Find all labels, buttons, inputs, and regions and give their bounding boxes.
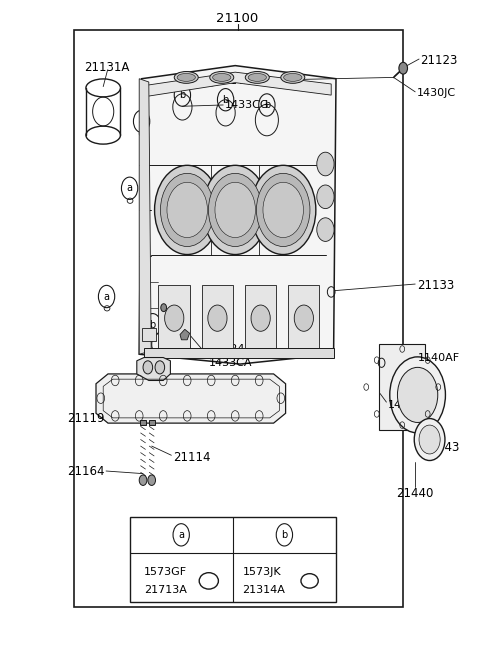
Circle shape [399,62,408,74]
Circle shape [148,475,156,485]
Text: 1573JK: 1573JK [242,567,281,577]
Ellipse shape [174,72,198,83]
Circle shape [160,173,214,247]
Ellipse shape [245,72,269,83]
Circle shape [419,425,440,454]
Text: a: a [139,116,144,127]
Circle shape [317,218,334,241]
Ellipse shape [213,73,231,81]
Bar [140,420,146,425]
Text: a: a [127,183,132,194]
Text: b: b [149,319,156,330]
Ellipse shape [251,305,270,331]
Text: 1430JC: 1430JC [417,88,456,98]
Ellipse shape [281,72,305,83]
Text: 21119: 21119 [67,412,105,425]
Text: 21164: 21164 [67,464,105,478]
Text: b: b [222,94,229,105]
Text: 21123: 21123 [420,54,457,67]
Text: 21100: 21100 [216,12,259,25]
Bar [158,285,190,348]
Text: 21314A: 21314A [242,585,285,595]
Polygon shape [144,348,334,358]
Ellipse shape [208,305,227,331]
Ellipse shape [248,73,266,81]
Circle shape [208,173,262,247]
Bar [74,30,403,607]
Polygon shape [96,374,286,423]
Text: b: b [264,100,270,110]
Bar [245,285,276,348]
Ellipse shape [294,305,313,331]
Polygon shape [146,72,331,96]
Text: 1430JC: 1430JC [388,400,427,411]
Text: a: a [178,530,184,540]
Ellipse shape [177,73,195,81]
Text: b: b [179,90,186,100]
Ellipse shape [165,305,184,331]
Bar [149,420,155,425]
Text: a: a [104,291,109,302]
Bar [142,328,156,341]
Text: 21114: 21114 [173,451,210,464]
Circle shape [215,182,255,237]
Text: 1433CA: 1433CA [209,358,252,368]
Circle shape [143,361,153,374]
Bar [288,285,319,348]
Circle shape [263,182,303,237]
Bar [202,285,233,348]
Ellipse shape [284,73,302,81]
Circle shape [161,304,167,312]
Circle shape [390,357,445,433]
Text: 21131A: 21131A [84,61,130,74]
Ellipse shape [210,72,234,83]
Circle shape [256,173,310,247]
Circle shape [155,165,220,255]
Polygon shape [137,358,170,380]
Bar [130,517,336,602]
Circle shape [167,182,207,237]
Circle shape [317,152,334,176]
Polygon shape [139,66,336,364]
Text: b: b [281,530,288,540]
Polygon shape [180,329,190,340]
Text: b: b [156,339,163,350]
Bar [379,344,425,430]
Text: 21133: 21133 [417,279,454,292]
Circle shape [317,185,334,209]
Text: 21440: 21440 [396,487,434,500]
Polygon shape [139,79,151,354]
Circle shape [251,165,316,255]
Text: 22124A: 22124A [209,344,252,354]
Text: 21713A: 21713A [144,585,187,595]
Text: 21443: 21443 [422,441,460,454]
Circle shape [155,361,165,374]
Text: 1433CG: 1433CG [225,100,269,110]
Circle shape [139,475,147,485]
Circle shape [397,367,438,422]
Circle shape [203,165,268,255]
Text: 1573GF: 1573GF [144,567,187,577]
Circle shape [414,419,445,461]
Text: 1433CE: 1433CE [229,76,272,87]
Text: 1140AF: 1140AF [418,352,460,363]
